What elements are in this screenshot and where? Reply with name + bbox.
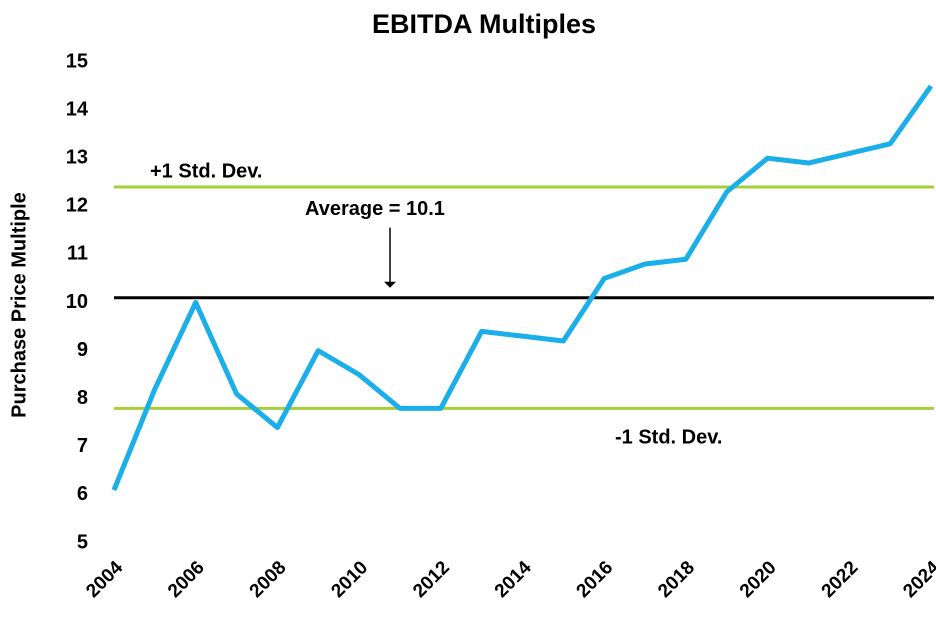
x-tick-label: 2008 xyxy=(246,557,291,602)
x-tick-label: 2020 xyxy=(736,557,781,602)
arrow-head xyxy=(384,281,396,288)
x-tick-label: 2014 xyxy=(491,557,536,602)
x-tick-label: 2018 xyxy=(654,557,699,602)
x-tick-label: 2016 xyxy=(573,557,618,602)
y-tick-label: 15 xyxy=(66,50,88,72)
reference-label: -1 Std. Dev. xyxy=(615,427,722,449)
y-tick-label: 14 xyxy=(66,98,89,120)
y-tick-label: 11 xyxy=(67,243,88,265)
y-tick-label: 9 xyxy=(77,339,88,361)
y-tick-label: 13 xyxy=(66,146,88,168)
y-tick-label: 6 xyxy=(77,483,88,505)
x-tick-label: 2024 xyxy=(899,557,936,602)
x-tick-label: 2012 xyxy=(409,557,454,602)
y-tick-label: 8 xyxy=(77,387,88,409)
y-tick-label: 12 xyxy=(66,195,88,217)
y-tick-label: 10 xyxy=(66,291,88,313)
x-tick-label: 2022 xyxy=(818,557,863,602)
data-line xyxy=(111,84,934,492)
reference-label: +1 Std. Dev. xyxy=(150,160,262,182)
reference-label: Average = 10.1 xyxy=(305,198,445,220)
y-tick-label: 5 xyxy=(77,531,88,553)
x-tick-label: 2004 xyxy=(82,557,127,602)
chart-title: EBITDA Multiples xyxy=(372,9,596,39)
y-axis-label: Purchase Price Multiple xyxy=(8,192,30,418)
x-tick-label: 2010 xyxy=(327,557,372,602)
y-tick-label: 7 xyxy=(77,435,88,457)
x-tick-label: 2006 xyxy=(164,557,209,602)
